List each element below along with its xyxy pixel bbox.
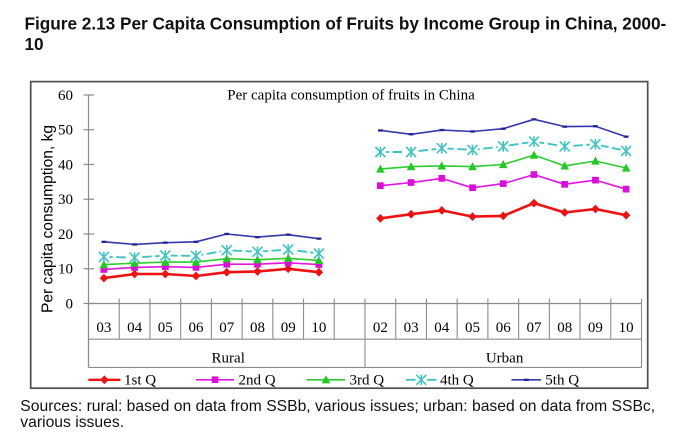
svg-text:40: 40 xyxy=(58,157,73,173)
svg-text:5th Q: 5th Q xyxy=(545,373,579,389)
svg-text:50: 50 xyxy=(58,123,73,139)
svg-text:09: 09 xyxy=(588,320,603,336)
svg-text:1st Q: 1st Q xyxy=(124,373,156,389)
svg-text:20: 20 xyxy=(58,227,73,243)
svg-text:Per capita consumption, kg: Per capita consumption, kg xyxy=(40,125,57,313)
svg-text:Urban: Urban xyxy=(486,350,524,366)
svg-text:03: 03 xyxy=(96,320,111,336)
svg-text:05: 05 xyxy=(158,320,173,336)
svg-text:4th Q: 4th Q xyxy=(440,373,474,389)
svg-text:08: 08 xyxy=(250,320,265,336)
svg-text:09: 09 xyxy=(281,320,296,336)
svg-text:04: 04 xyxy=(434,320,450,336)
svg-text:06: 06 xyxy=(189,320,205,336)
svg-text:Sources: rural: based on data: Sources: rural: based on data from SSBb,… xyxy=(20,398,655,415)
svg-text:various issues.: various issues. xyxy=(20,414,124,431)
svg-text:10: 10 xyxy=(25,34,44,54)
svg-text:07: 07 xyxy=(527,320,543,336)
svg-text:10: 10 xyxy=(311,320,326,336)
svg-text:0: 0 xyxy=(66,296,74,312)
svg-text:07: 07 xyxy=(219,320,235,336)
svg-text:04: 04 xyxy=(127,320,143,336)
svg-text:08: 08 xyxy=(557,320,572,336)
svg-text:2nd Q: 2nd Q xyxy=(239,373,276,389)
svg-text:02: 02 xyxy=(373,320,388,336)
svg-text:10: 10 xyxy=(619,320,634,336)
svg-text:60: 60 xyxy=(58,88,73,104)
svg-text:Figure 2.13 Per Capita Consump: Figure 2.13 Per Capita Consumption of Fr… xyxy=(25,13,667,33)
svg-text:05: 05 xyxy=(465,320,480,336)
svg-text:10: 10 xyxy=(58,262,73,278)
svg-text:Rural: Rural xyxy=(212,350,245,366)
svg-text:Per capita consumption of frui: Per capita consumption of fruits in Chin… xyxy=(227,88,475,104)
svg-text:03: 03 xyxy=(404,320,419,336)
svg-text:30: 30 xyxy=(58,192,73,208)
svg-text:3rd Q: 3rd Q xyxy=(350,373,385,389)
svg-text:06: 06 xyxy=(496,320,512,336)
